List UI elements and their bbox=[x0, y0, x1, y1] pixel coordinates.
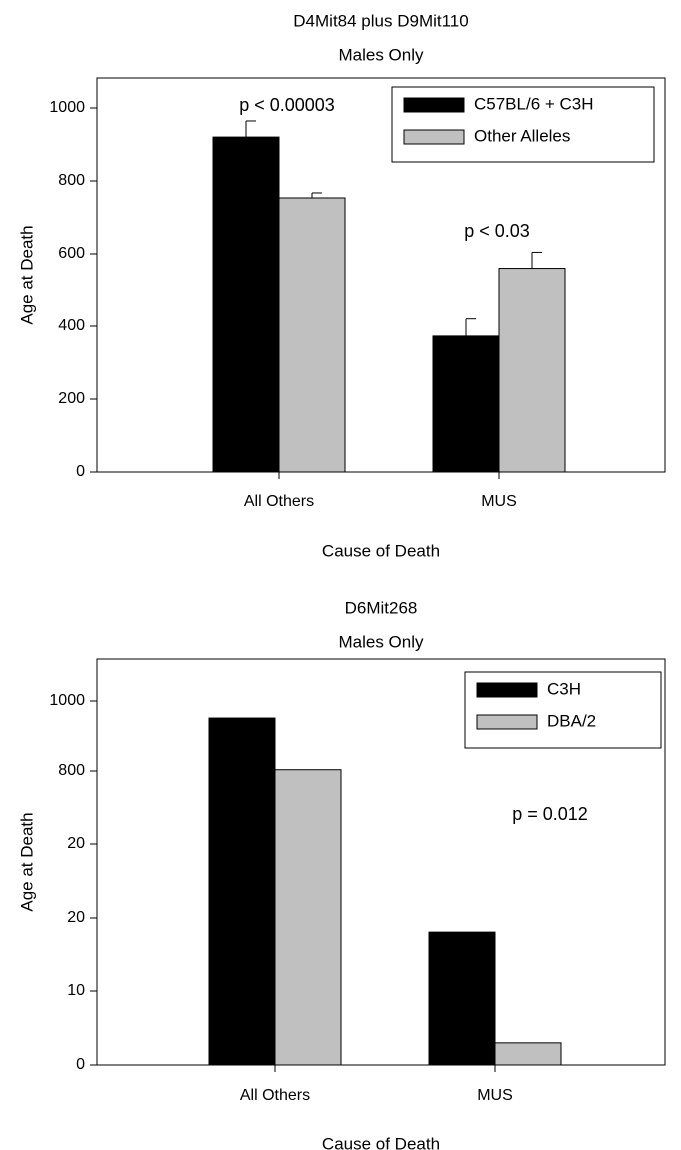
chart-title: D6Mit268 bbox=[345, 598, 418, 617]
y-axis-label: Age at Death bbox=[17, 812, 36, 911]
y-tick-label: 800 bbox=[58, 172, 85, 189]
legend-swatch bbox=[476, 682, 538, 698]
chart-1: D4Mit84 plus D9Mit110 Males Only 0 200 400 60… bbox=[17, 11, 666, 560]
bar bbox=[432, 335, 500, 473]
y-tick-label: 200 bbox=[58, 390, 85, 407]
legend-label: Other Alleles bbox=[474, 126, 570, 145]
plot-frame bbox=[96, 658, 666, 1066]
x-tick-label: MUS bbox=[481, 493, 517, 510]
legend-label: C3H bbox=[547, 679, 581, 698]
y-tick-label: 0 bbox=[76, 1056, 85, 1073]
y-tick-label: 1000 bbox=[49, 99, 85, 116]
bar bbox=[278, 197, 346, 473]
bar bbox=[494, 1042, 562, 1066]
legend-swatch bbox=[403, 97, 465, 113]
chart-2: D6Mit268 Males Only 0 10 20 20 800 1000 All Othe… bbox=[17, 598, 666, 1150]
y-tick-label: 0 bbox=[76, 463, 85, 480]
y-tick-label: 20 bbox=[67, 909, 85, 926]
bar bbox=[428, 931, 496, 1066]
y-axis-label: Age at Death bbox=[17, 225, 36, 324]
bar bbox=[212, 136, 280, 473]
legend-swatch bbox=[476, 714, 538, 730]
bar bbox=[208, 717, 276, 1066]
bar bbox=[274, 769, 342, 1066]
chart-title: D4Mit84 plus D9Mit110 bbox=[293, 11, 468, 30]
legend-label: C57BL/6 + C3H bbox=[474, 94, 594, 113]
x-tick-label: All Others bbox=[240, 1087, 310, 1104]
y-tick-label: 400 bbox=[58, 317, 85, 334]
p-value-annotation: p < 0.03 bbox=[464, 221, 530, 241]
x-axis-label: Cause of Death bbox=[322, 1134, 440, 1150]
legend: C57BL/6 + C3H Other Alleles bbox=[391, 86, 655, 163]
chart-subtitle: Males Only bbox=[338, 45, 424, 64]
p-value-annotation: p = 0.012 bbox=[512, 804, 588, 824]
y-tick-label: 20 bbox=[67, 835, 85, 852]
x-tick-label: All Others bbox=[244, 493, 314, 510]
y-tick-label: 1000 bbox=[49, 692, 85, 709]
bar bbox=[498, 268, 566, 473]
legend-label: DBA/2 bbox=[547, 711, 596, 730]
x-tick-label: MUS bbox=[477, 1087, 513, 1104]
plot-frame bbox=[96, 77, 666, 473]
p-value-annotation: p < 0.00003 bbox=[239, 95, 335, 115]
legend-swatch bbox=[403, 129, 465, 145]
y-tick-label: 10 bbox=[67, 982, 85, 999]
chart-subtitle: Males Only bbox=[338, 632, 424, 651]
legend: C3H DBA/2 bbox=[464, 671, 662, 749]
x-axis-label: Cause of Death bbox=[322, 541, 440, 560]
y-tick-label: 600 bbox=[58, 245, 85, 262]
y-tick-label: 800 bbox=[58, 762, 85, 779]
